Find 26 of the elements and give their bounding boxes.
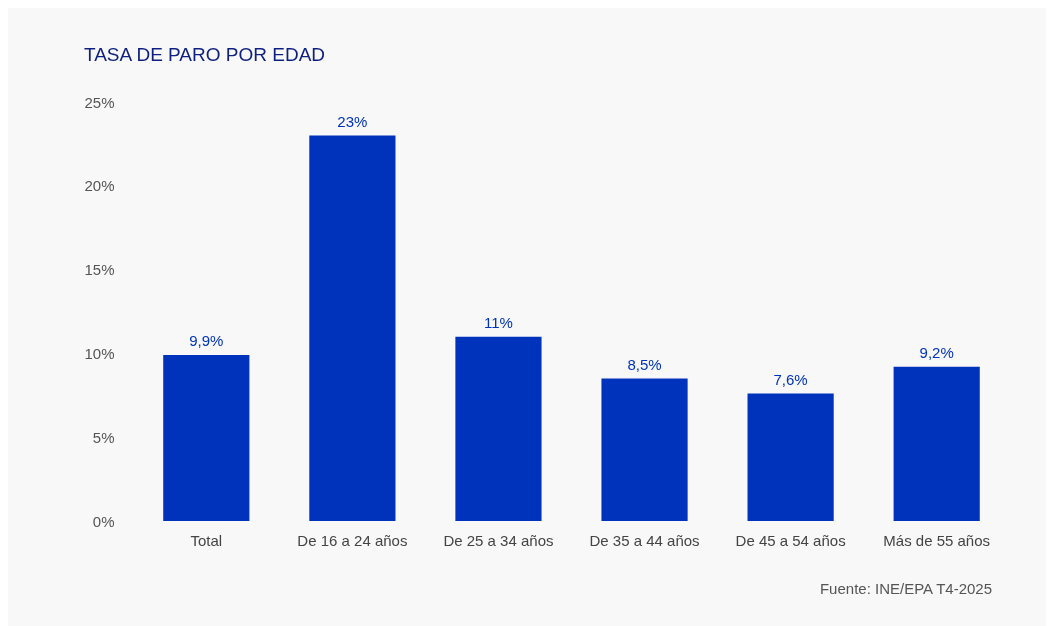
x-tick-label: De 35 a 44 años bbox=[589, 531, 700, 549]
y-tick-label: 10% bbox=[84, 344, 115, 362]
y-tick-label: 20% bbox=[84, 177, 115, 195]
y-tick-label: 5% bbox=[92, 428, 115, 446]
x-tick-label: De 16 a 24 años bbox=[297, 531, 408, 549]
y-tick-label: 0% bbox=[92, 512, 115, 530]
bar bbox=[601, 378, 688, 521]
data-label: 7,6% bbox=[773, 370, 808, 388]
bar bbox=[309, 135, 396, 521]
x-tick-label: Total bbox=[190, 531, 223, 549]
chart-title: TASA DE PARO POR EDAD bbox=[83, 44, 326, 65]
data-label: 11% bbox=[484, 313, 513, 331]
bar bbox=[893, 366, 980, 521]
y-tick-label: 15% bbox=[84, 261, 115, 279]
data-label: 9,2% bbox=[919, 343, 954, 361]
y-tick-label: 25% bbox=[84, 93, 115, 111]
x-tick-label: De 45 a 54 años bbox=[735, 531, 846, 549]
bar bbox=[163, 355, 250, 521]
bar bbox=[455, 336, 542, 521]
source-note: Fuente: INE/EPA T4-2025 bbox=[819, 580, 992, 597]
data-label: 9,9% bbox=[189, 332, 224, 350]
bar bbox=[747, 393, 834, 521]
data-label: 8,5% bbox=[627, 355, 662, 373]
x-tick-label: Más de 55 años bbox=[883, 531, 991, 549]
x-tick-label: De 25 a 34 años bbox=[443, 531, 554, 549]
data-label: 23% bbox=[337, 112, 368, 130]
